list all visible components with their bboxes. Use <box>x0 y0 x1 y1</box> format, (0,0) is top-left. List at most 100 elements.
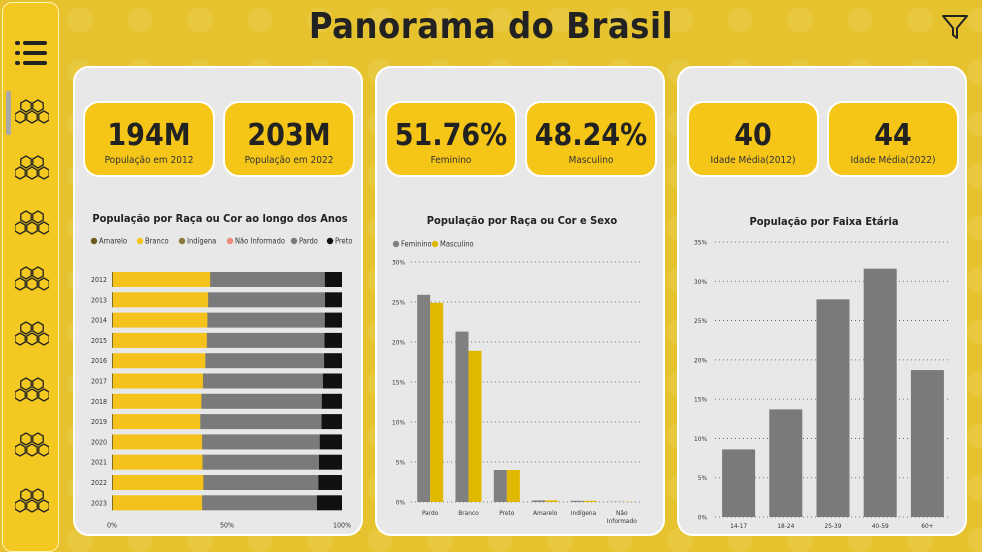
kpi-idade-2012: 40 Idade Média(2012) <box>687 101 819 177</box>
tick-label: 30% <box>694 278 707 286</box>
tick-label: 10% <box>392 419 405 427</box>
bar-segment <box>112 495 202 511</box>
legend-marker <box>178 237 186 245</box>
bar-segment <box>324 332 342 348</box>
legend-marker <box>136 237 144 245</box>
honeycomb-icon[interactable] <box>15 153 49 185</box>
tick-label: Pardo <box>422 509 439 517</box>
hexagon <box>20 210 32 224</box>
tick-label: 25% <box>694 317 707 325</box>
legend-label: Indígena <box>187 237 216 246</box>
tick-label: 2021 <box>91 459 107 467</box>
kpi-masculino: 48.24% Masculino <box>525 101 657 177</box>
tick-label: 5% <box>698 474 708 482</box>
hexagon <box>20 376 32 391</box>
bar-segment <box>324 292 342 308</box>
tick-label: 2022 <box>91 479 107 487</box>
legend-marker <box>290 237 298 245</box>
hexagon <box>38 110 49 124</box>
filter-icon[interactable] <box>940 12 970 42</box>
tick-label: 18-24 <box>777 522 794 530</box>
honeycomb-icon[interactable] <box>15 319 49 351</box>
bar-segment <box>112 434 113 450</box>
bar-segment <box>321 393 342 409</box>
bar-segment <box>202 434 320 450</box>
legend-label: Preto <box>335 237 352 246</box>
bar-segment <box>112 292 113 308</box>
honeycomb-icon[interactable] <box>15 375 49 407</box>
legend-marker <box>226 237 234 245</box>
bar-segment <box>324 353 342 369</box>
honeycomb-icon[interactable] <box>15 97 49 129</box>
bar <box>493 470 507 502</box>
bar-segment <box>112 475 113 490</box>
tick-label: 0% <box>396 499 406 507</box>
tick-label: 30% <box>392 259 405 267</box>
panel-age: 40 Idade Média(2012) 44 Idade Média(2022… <box>677 66 967 536</box>
legend-label: Feminino <box>401 240 432 249</box>
honeycomb-icon[interactable] <box>15 486 49 518</box>
bar-segment <box>201 393 202 409</box>
kpi-population-2012: 194M População em 2012 <box>83 101 215 177</box>
kpi-value: 44 <box>874 118 912 153</box>
tick-label: 0% <box>698 514 708 522</box>
kpi-label: Idade Média(2012) <box>710 155 796 166</box>
bar-segment <box>202 454 204 470</box>
bar <box>863 268 897 517</box>
bar-segment <box>207 332 325 348</box>
tick-label: 15% <box>392 379 405 387</box>
bar-segment <box>206 332 208 348</box>
bar-segment <box>201 434 203 450</box>
bar-segment <box>204 475 319 490</box>
bar-segment <box>203 373 323 389</box>
bar-segment <box>112 373 113 389</box>
tick-label: 20% <box>392 339 405 347</box>
hexagon <box>32 432 44 446</box>
kpi-label: População em 2012 <box>104 155 194 166</box>
honeycomb-icon[interactable] <box>15 430 49 462</box>
tick-label: 2018 <box>91 398 107 406</box>
tick-label: Não <box>616 509 628 517</box>
bar-segment <box>210 272 325 287</box>
sidebar <box>2 2 59 552</box>
hexagon <box>26 387 38 402</box>
bar-segment <box>200 414 322 430</box>
chart-race-over-years: Amarelo Branco Indígena Não Informado Pardo P… <box>90 237 352 530</box>
hexagon <box>26 221 38 235</box>
bar-segment <box>112 332 113 348</box>
hexagon <box>20 99 32 113</box>
hexagon <box>20 154 32 169</box>
bar-segment <box>203 454 319 470</box>
bar <box>910 370 944 517</box>
hexagon <box>38 165 49 180</box>
hexagon <box>15 332 26 346</box>
legend-label: Amarelo <box>99 237 127 246</box>
hexagon <box>32 154 44 169</box>
legend-marker <box>326 237 334 245</box>
tick-label: 35% <box>694 239 707 247</box>
hexagon <box>32 321 44 335</box>
bar-segment <box>112 373 203 389</box>
kpi-label: Masculino <box>568 155 614 166</box>
hexagon <box>38 498 49 513</box>
honeycomb-icon[interactable] <box>15 208 49 240</box>
bar-segment <box>112 312 113 328</box>
kpi-value: 203M <box>247 118 331 153</box>
hexagon <box>15 276 26 291</box>
legend-label: Masculino <box>440 240 474 249</box>
bar-segment <box>201 393 322 409</box>
bar <box>468 350 482 502</box>
honeycomb-icon[interactable] <box>15 264 49 296</box>
bar-segment <box>207 312 325 328</box>
tick-label: 14-17 <box>730 522 747 530</box>
tick-label: Indígena <box>571 509 597 517</box>
bar <box>583 500 597 502</box>
chart-title: População por Raça ou Cor e Sexo <box>426 214 618 227</box>
bar-segment <box>319 454 342 470</box>
bar-segment <box>203 475 204 490</box>
hamburger-menu-icon[interactable] <box>15 41 47 65</box>
bar <box>570 500 584 502</box>
page-title: Panorama do Brasil <box>308 6 674 47</box>
tick-label: 40-59 <box>872 522 889 530</box>
bar-segment <box>112 272 210 287</box>
